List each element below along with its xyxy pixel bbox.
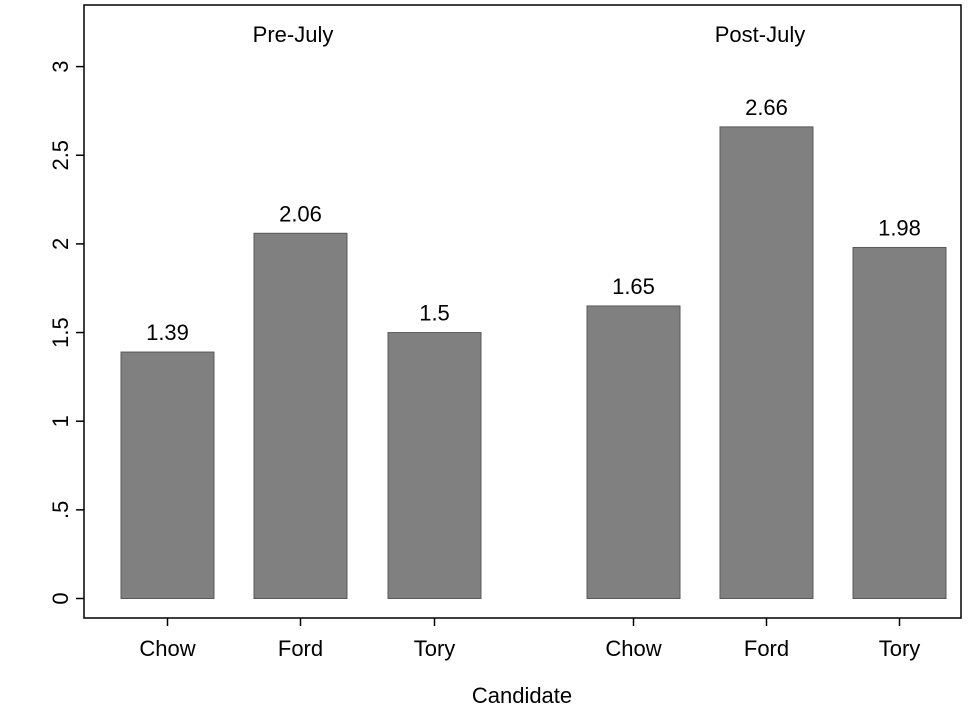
- y-axis: 0 .5 1 1.5 2 2.5 3: [48, 60, 84, 605]
- x-tick-label: Chow: [139, 636, 195, 661]
- bar: [253, 232, 348, 599]
- x-axis-label: Candidate: [472, 683, 572, 708]
- y-tick-label: 2: [48, 238, 73, 250]
- y-tick-label: 0: [48, 592, 73, 604]
- group-title: Post-July: [715, 22, 805, 47]
- x-tick-label: Ford: [278, 636, 323, 661]
- x-axis: Chow Ford Tory Chow Ford Tory: [139, 618, 920, 661]
- bar-value-label: 2.66: [745, 95, 788, 120]
- y-tick-label: 1: [48, 415, 73, 427]
- bar: [852, 246, 947, 599]
- bar: [586, 305, 681, 599]
- x-tick-label: Tory: [414, 636, 456, 661]
- bar-value-label: 2.06: [279, 201, 322, 226]
- bar-value-label: 1.98: [878, 215, 921, 240]
- bar-value-label: 1.39: [146, 320, 189, 345]
- bars: Pre-July 1.39 2.06 1.5 Post-July 1.65 2.66 1.98: [120, 22, 947, 600]
- bar: [387, 332, 482, 599]
- plot-frame: [83, 4, 962, 619]
- bar: [719, 126, 814, 600]
- y-tick-label: 1.5: [48, 317, 73, 348]
- y-tick-label: 2.5: [48, 140, 73, 171]
- x-tick-label: Tory: [879, 636, 921, 661]
- x-tick-label: Ford: [744, 636, 789, 661]
- group-title: Pre-July: [253, 22, 334, 47]
- bar-value-label: 1.5: [419, 301, 450, 326]
- bar: [120, 351, 215, 600]
- y-tick-label: 3: [48, 60, 73, 72]
- bar-value-label: 1.65: [612, 274, 655, 299]
- y-tick-label: .5: [48, 501, 73, 519]
- x-tick-label: Chow: [605, 636, 661, 661]
